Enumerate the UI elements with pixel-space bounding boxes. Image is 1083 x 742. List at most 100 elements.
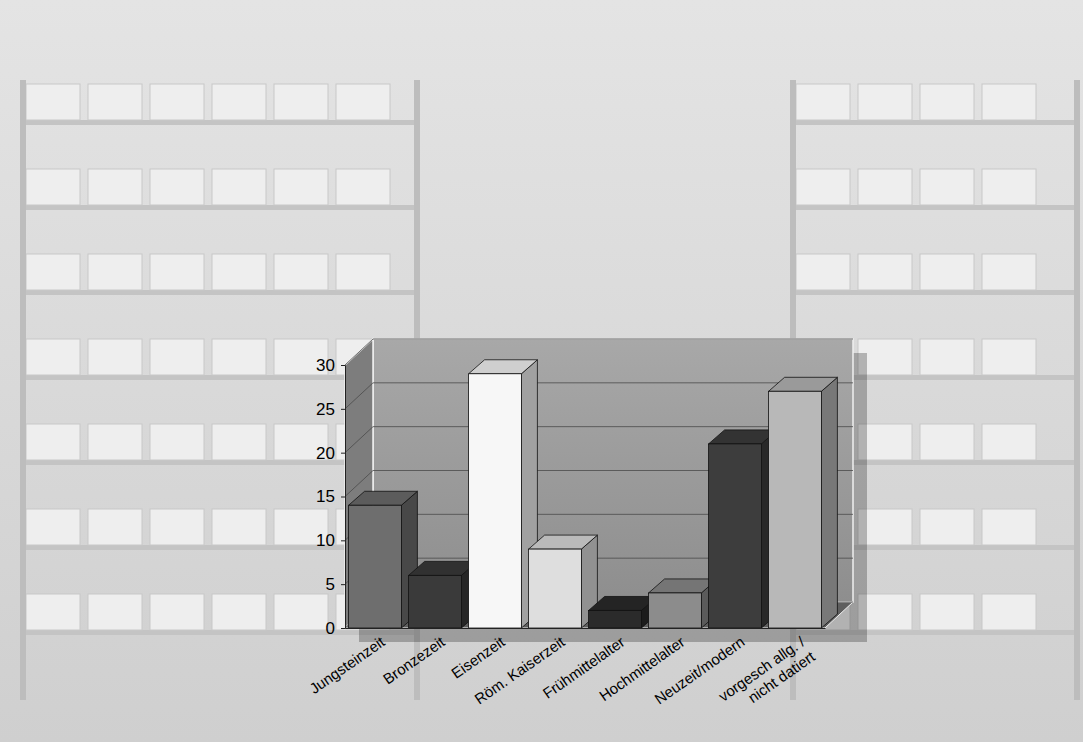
shelf-box [26,339,80,375]
shelf-box [920,84,974,120]
chart-svg: 051015202530JungsteinzeitBronzezeitEisen… [0,0,1083,742]
shelf-post [20,80,26,700]
bar [469,374,522,628]
y-tick-mark [341,584,345,585]
shelf-box [150,254,204,290]
bar [769,391,822,628]
shelf-box [274,169,328,205]
shelf-box [88,594,142,630]
bar-top [469,360,538,374]
shelf-box [88,169,142,205]
bar [589,610,642,628]
shelf-box [920,594,974,630]
y-tick-label: 30 [316,356,335,375]
y-tick-mark [341,453,345,454]
shelf-post [1074,80,1080,700]
y-tick-mark [341,409,345,410]
shelf-box [88,509,142,545]
shelf-box [150,594,204,630]
grid-line [373,339,853,340]
x-tick-label: vorgesch allg. /nicht datiert [715,632,818,719]
shelf-box [920,339,974,375]
bar-top [709,430,778,444]
bar-top [589,596,658,610]
shelf-box [796,169,850,205]
shelf-box [212,339,266,375]
shelf-box [150,339,204,375]
shelf-box [920,424,974,460]
shelf-box [982,594,1036,630]
bar [409,575,462,628]
shelf-box [796,254,850,290]
shelf-box [26,84,80,120]
bar-group [409,561,478,628]
y-tick: 5 [326,575,345,594]
bar-group [649,579,718,628]
bar [649,593,702,628]
bar-top [769,377,838,391]
shelf-box [26,509,80,545]
bar-side [821,377,837,628]
y-tick-label: 10 [316,531,335,550]
shelf-box [212,594,266,630]
bar-group [589,596,658,628]
bar-top [529,535,598,549]
y-axis: 051015202530 [316,356,345,638]
bars [349,360,838,628]
shelf-board [790,290,1080,295]
shelf-box [796,84,850,120]
shelf-box [212,424,266,460]
x-tick: Bronzezeit [380,628,448,687]
shelf-box [920,509,974,545]
x-tick-label: Bronzezeit [380,632,448,687]
y-tick: 20 [316,444,345,463]
grid-line [345,339,373,365]
y-tick-label: 20 [316,444,335,463]
shelf-box [212,169,266,205]
bar-group [769,377,838,628]
shelf-box [982,339,1036,375]
shelf-box [982,509,1036,545]
y-tick: 0 [326,619,345,638]
bar-top [649,579,718,593]
chart-root: 051015202530JungsteinzeitBronzezeitEisen… [0,0,1083,742]
shelf-box [982,169,1036,205]
x-tick: vorgesch allg. /nicht datiert [715,628,818,719]
grid-line [345,427,373,453]
shelf-box [920,169,974,205]
bar-group [709,430,778,628]
y-tick-mark [341,365,345,366]
shelf-box [858,84,912,120]
y-tick: 30 [316,356,345,375]
shelf-box [150,424,204,460]
bar [709,444,762,628]
shelf-box [858,254,912,290]
shelf-board [20,120,420,125]
shelf-box [150,169,204,205]
shelf-box [982,254,1036,290]
y-tick: 25 [316,400,345,419]
x-tick-label: Jungsteinzeit [306,632,388,697]
bar-group [349,491,418,628]
y-tick: 10 [316,531,345,550]
shelf-box [88,254,142,290]
background [0,0,1083,742]
shelf-box [212,509,266,545]
shelf-box [336,254,390,290]
bar [529,549,582,628]
shelf-box [274,594,328,630]
shelf-box [88,424,142,460]
y-tick-mark [341,540,345,541]
shelf-box [26,594,80,630]
y-tick-label: 25 [316,400,335,419]
shelf-board [20,205,420,210]
x-tick: Jungsteinzeit [306,628,388,697]
shelf-box [920,254,974,290]
background-shelves [20,80,1080,700]
shelf-box [858,169,912,205]
bar-top [349,491,418,505]
shelf-box [212,254,266,290]
shelf-box [336,84,390,120]
y-tick-mark [341,628,345,629]
shelf-board [790,205,1080,210]
